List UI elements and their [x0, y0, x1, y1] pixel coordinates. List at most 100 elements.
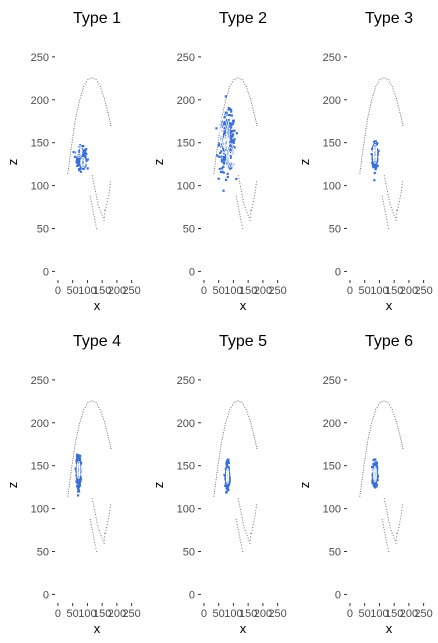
outline-arc-point [68, 160, 70, 162]
outline-lower-point [388, 522, 390, 524]
outline-lower-point [241, 191, 242, 193]
cluster-point [372, 483, 375, 486]
outline-arc-point [365, 451, 367, 452]
outline-arc-point [71, 142, 73, 143]
outline-arc-point [400, 439, 402, 441]
cluster-point [229, 122, 232, 125]
cluster-point [75, 480, 78, 483]
cluster-point [84, 155, 87, 158]
outline-lower-point [239, 185, 241, 187]
y-axis-title: z [151, 482, 166, 489]
cluster-point [224, 178, 228, 182]
outline-arc-point [390, 406, 392, 408]
cluster-point [86, 158, 89, 161]
outline-arc-point [109, 118, 110, 120]
outline-arc-point [216, 474, 218, 476]
outline-lower-point [93, 536, 95, 538]
outline-lower-point [381, 195, 383, 197]
outline-arc-point [360, 165, 362, 167]
outline-arc-point [247, 413, 249, 415]
outline-arc-point [256, 445, 257, 447]
cluster-point [219, 151, 222, 155]
outline-arc-point [248, 416, 250, 418]
outline-lower-point [237, 526, 239, 528]
outline-lower-point [242, 227, 244, 229]
y-tick-label: 200 [323, 95, 341, 107]
outline-arc-point [250, 423, 252, 425]
outline-lower-point [95, 191, 96, 193]
cluster-point [373, 464, 376, 468]
x-tick-label: 100 [78, 608, 96, 620]
outline-arc-point [247, 90, 249, 92]
outline-lower-point [236, 524, 238, 525]
outline-arc-point [251, 428, 253, 429]
cluster-point [228, 131, 231, 134]
outline-arc-point [239, 78, 241, 80]
outline-lower-point [395, 542, 397, 544]
cluster-point [220, 150, 223, 153]
outline-arc-point [226, 95, 228, 97]
outline-arc-point [379, 79, 381, 81]
outline-arc-point [99, 86, 101, 87]
outline-arc-point [359, 170, 361, 172]
outline-lower-point [253, 198, 255, 200]
density-contour [76, 460, 81, 479]
cluster-point [375, 485, 378, 488]
outline-lower-point [400, 515, 402, 517]
outline-arc-point [364, 460, 366, 462]
outline-lower-point [396, 210, 398, 212]
x-tick-label: 250 [122, 285, 140, 297]
density-contour [373, 466, 377, 483]
outline-lower-point [383, 498, 385, 500]
outline-lower-point [384, 531, 386, 533]
outline-lower-point [92, 500, 94, 502]
cluster-point [227, 132, 230, 135]
outline-arc-point [67, 170, 69, 172]
outline-arc-point [251, 425, 253, 427]
outline-arc-point [364, 137, 366, 139]
outline-lower-point [244, 530, 246, 531]
outline-lower-point [241, 514, 242, 516]
density-contour [224, 138, 228, 147]
cluster-point [228, 113, 232, 117]
outline-lower-point [390, 207, 392, 208]
outline-arc-point [395, 98, 397, 99]
cluster-point [372, 161, 375, 164]
outline-lower-point [383, 526, 385, 528]
outline-arc-point [249, 418, 251, 420]
outline-lower-point [237, 498, 239, 500]
outline-arc-point [95, 79, 97, 81]
outline-arc-point [235, 401, 237, 403]
outline-lower-point [386, 221, 388, 223]
outline-lower-point [106, 526, 108, 528]
outline-arc-point [106, 430, 108, 432]
outline-lower-point [92, 177, 94, 179]
outline-arc-point [226, 418, 228, 420]
cluster-point [226, 459, 229, 462]
x-axis-title: x [386, 621, 393, 636]
outline-arc-point [219, 453, 221, 455]
outline-arc-point [98, 406, 100, 408]
outline-arc-point [250, 100, 252, 102]
outline-arc-point [89, 78, 91, 80]
outline-arc-point [362, 151, 364, 153]
outline-arc-point [399, 112, 401, 113]
outline-lower-point [108, 515, 110, 517]
outline-lower-point [97, 204, 99, 206]
outline-lower-point [239, 539, 241, 541]
outline-lower-point [384, 534, 386, 536]
outline-arc-point [72, 455, 74, 457]
cluster-point [376, 479, 379, 482]
cluster-point [376, 475, 379, 478]
outline-arc-point [237, 77, 239, 79]
outline-lower-point [94, 542, 96, 543]
outline-arc-point [402, 445, 403, 447]
outline-arc-point [401, 441, 402, 443]
outline-arc-point [71, 144, 73, 146]
cluster-point [376, 164, 379, 167]
outline-lower-point [240, 544, 242, 546]
outline-arc-point [375, 86, 377, 87]
cluster-point [222, 149, 225, 152]
x-tick-label: 0 [347, 608, 353, 620]
outline-arc-point [71, 467, 73, 469]
